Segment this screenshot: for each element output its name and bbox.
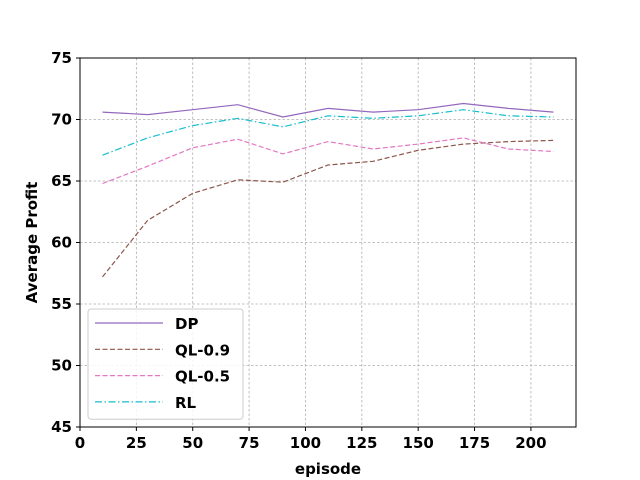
y-axis-title: Average Profit: [23, 182, 41, 304]
legend-label: DP: [175, 315, 198, 333]
legend-label: QL-0.9: [175, 341, 230, 359]
x-tick-label: 175: [459, 434, 490, 452]
series-line-ql-0-9: [102, 139, 554, 278]
x-tick-label: 75: [239, 434, 260, 452]
series-lines: [102, 102, 554, 278]
legend-label: QL-0.5: [175, 368, 230, 386]
x-tick-label: 100: [290, 434, 321, 452]
x-tick-label: 150: [403, 434, 434, 452]
y-tick-label: 65: [51, 172, 72, 190]
x-tick-label: 200: [515, 434, 546, 452]
x-tick-label: 125: [346, 434, 377, 452]
y-tick-label: 75: [51, 49, 72, 67]
y-tick-label: 55: [51, 295, 72, 313]
series-line-ql-0-5: [102, 137, 554, 185]
axis-ticks: 0 25 50 75 100 125 150 175 200 45 50 55 60 65 70 75: [51, 49, 546, 452]
x-tick-label: 25: [126, 434, 147, 452]
legend: DP QL-0.9 QL-0.5 RL: [87, 308, 244, 420]
legend-box: [87, 308, 244, 420]
x-tick-label: 0: [75, 434, 85, 452]
y-tick-label: 60: [51, 234, 72, 252]
legend-label: RL: [175, 394, 197, 412]
y-tick-label: 70: [51, 111, 72, 129]
y-tick-label: 45: [51, 418, 72, 436]
series-line-rl: [102, 109, 554, 156]
x-tick-label: 50: [182, 434, 203, 452]
x-axis-title: episode: [295, 460, 361, 478]
y-tick-label: 50: [51, 357, 72, 375]
series-line-dp: [102, 102, 554, 118]
